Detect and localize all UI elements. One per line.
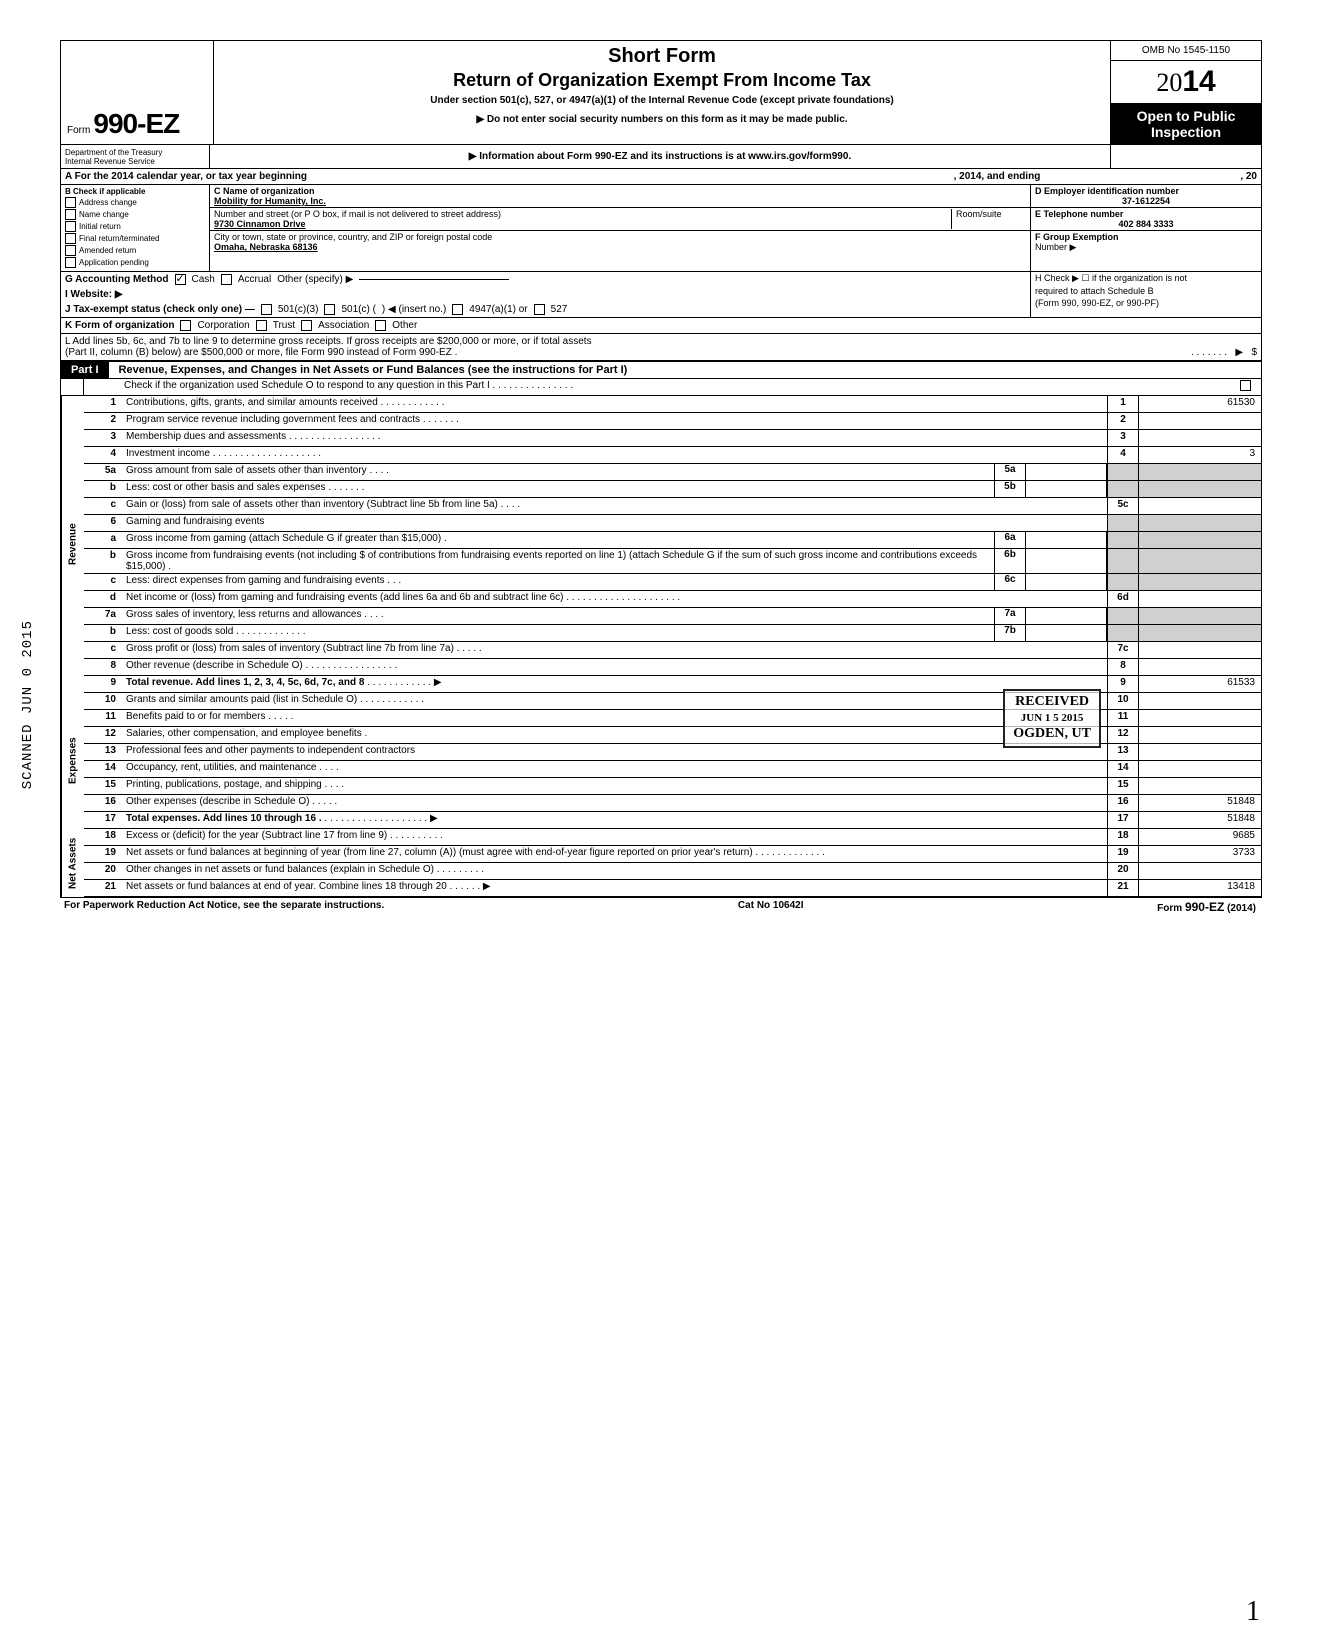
footer: For Paperwork Reduction Act Notice, see …	[60, 898, 1260, 916]
chk-527[interactable]	[534, 304, 545, 315]
part1-header: Part I Revenue, Expenses, and Changes in…	[61, 361, 1261, 379]
ein-label: D Employer identification number	[1035, 186, 1257, 196]
phone-value: 402 884 3333	[1035, 219, 1257, 229]
street-label: Number and street (or P O box, if mail i…	[214, 209, 951, 219]
chk-501c3[interactable]	[261, 304, 272, 315]
phone-label: E Telephone number	[1035, 209, 1257, 219]
row-a: A For the 2014 calendar year, or tax yea…	[61, 169, 1261, 185]
netassets-section: Net Assets 18Excess or (deficit) for the…	[61, 829, 1261, 897]
form-id-cell: Form 990-EZ	[61, 41, 214, 144]
year-prefix: 20	[1156, 68, 1182, 97]
chk-other[interactable]	[375, 320, 386, 331]
city-value: Omaha, Nebraska 68136	[214, 242, 1026, 252]
form-container: Form 990-EZ Short Form Return of Organiz…	[60, 40, 1262, 898]
row-h-1: H Check ▶ ☐ if the organization is not	[1031, 272, 1261, 285]
dept-row: Department of the Treasury Internal Reve…	[61, 145, 1261, 169]
under-section: Under section 501(c), 527, or 4947(a)(1)…	[220, 95, 1104, 106]
footer-left: For Paperwork Reduction Act Notice, see …	[64, 900, 384, 914]
chk-cash[interactable]	[175, 274, 186, 285]
form-number: 990-EZ	[93, 108, 179, 139]
header-grid: B Check if applicable Address change Nam…	[61, 185, 1261, 272]
chk-pending[interactable]: Application pending	[65, 257, 205, 268]
row-h-3: (Form 990, 990-EZ, or 990-PF)	[1031, 297, 1261, 309]
page-marker: 1	[1246, 1596, 1260, 1628]
group-label: F Group Exemption	[1035, 232, 1257, 242]
chk-schedule-o[interactable]	[1240, 380, 1251, 391]
dept-cell: Department of the Treasury Internal Reve…	[61, 145, 210, 168]
row-a-end: , 20	[1240, 171, 1257, 182]
col-de: D Employer identification number 37-1612…	[1031, 185, 1261, 271]
ssn-warning: ▶ Do not enter social security numbers o…	[220, 114, 1104, 125]
row-h-2: required to attach Schedule B	[1031, 285, 1261, 297]
expenses-section: Expenses 10Grants and similar amounts pa…	[61, 693, 1261, 829]
group-number: Number ▶	[1035, 242, 1257, 253]
org-name: Mobility for Humanity, Inc.	[214, 196, 1026, 206]
chk-trust[interactable]	[256, 320, 267, 331]
chk-final[interactable]: Final return/terminated	[65, 233, 205, 244]
part1-label: Part I	[61, 362, 109, 378]
row-g: G Accounting Method Cash Accrual Other (…	[61, 272, 1030, 287]
footer-right: Form 990-EZ (2014)	[1157, 900, 1256, 914]
received-stamp: RECEIVED JUN 1 5 2015 OGDEN, UT	[1003, 689, 1101, 748]
year-suffix: 14	[1182, 65, 1215, 98]
form-word: Form	[67, 125, 90, 136]
open-public: Open to Public Inspection	[1111, 104, 1261, 144]
col-c: C Name of organization Mobility for Huma…	[210, 185, 1031, 271]
row-j: J Tax-exempt status (check only one) — 5…	[61, 302, 1030, 317]
info-line: ▶ Information about Form 990-EZ and its …	[210, 145, 1110, 168]
row-l: L Add lines 5b, 6c, and 7b to line 9 to …	[61, 334, 1261, 361]
open-public-2: Inspection	[1115, 124, 1257, 140]
revenue-section: Revenue 1Contributions, gifts, grants, a…	[61, 396, 1261, 693]
chk-amended[interactable]: Amended return	[65, 245, 205, 256]
omb-cell: OMB No 1545-1150 2014 Open to Public Ins…	[1110, 41, 1261, 144]
tax-year: 2014	[1111, 61, 1261, 104]
chk-assoc[interactable]	[301, 320, 312, 331]
chk-initial[interactable]: Initial return	[65, 221, 205, 232]
return-title: Return of Organization Exempt From Incom…	[220, 70, 1104, 91]
row-k: K Form of organization Corporation Trust…	[61, 318, 1261, 334]
col-b: B Check if applicable Address change Nam…	[61, 185, 210, 271]
chk-corp[interactable]	[180, 320, 191, 331]
room-label: Room/suite	[951, 209, 1026, 229]
header-row: Form 990-EZ Short Form Return of Organiz…	[61, 41, 1261, 145]
row-a-label: A For the 2014 calendar year, or tax yea…	[65, 171, 307, 182]
row-i: I Website: ▶	[61, 287, 1030, 302]
footer-mid: Cat No 10642I	[738, 900, 804, 914]
city-label: City or town, state or province, country…	[214, 232, 1026, 242]
chk-501c[interactable]	[324, 304, 335, 315]
chk-accrual[interactable]	[221, 274, 232, 285]
name-label: C Name of organization	[214, 186, 1026, 196]
omb-number: OMB No 1545-1150	[1111, 41, 1261, 61]
part1-check: Check if the organization used Schedule …	[61, 379, 1261, 396]
expenses-side-label: Expenses	[61, 693, 84, 829]
part1-title: Revenue, Expenses, and Changes in Net As…	[109, 364, 628, 376]
row-a-mid: , 2014, and ending	[954, 171, 1041, 182]
chk-name[interactable]: Name change	[65, 209, 205, 220]
scanned-stamp: SCANNED JUN 0 2015	[20, 620, 36, 789]
short-form-title: Short Form	[220, 45, 1104, 68]
chk-4947[interactable]	[452, 304, 463, 315]
title-cell: Short Form Return of Organization Exempt…	[214, 41, 1110, 144]
open-public-1: Open to Public	[1115, 108, 1257, 124]
ein-value: 37-1612254	[1035, 196, 1257, 206]
chk-address[interactable]: Address change	[65, 197, 205, 208]
street-value: 9730 Cinnamon Drive	[214, 219, 951, 229]
netassets-side-label: Net Assets	[61, 829, 84, 897]
revenue-side-label: Revenue	[61, 396, 84, 693]
col-b-header: B Check if applicable	[65, 187, 205, 196]
